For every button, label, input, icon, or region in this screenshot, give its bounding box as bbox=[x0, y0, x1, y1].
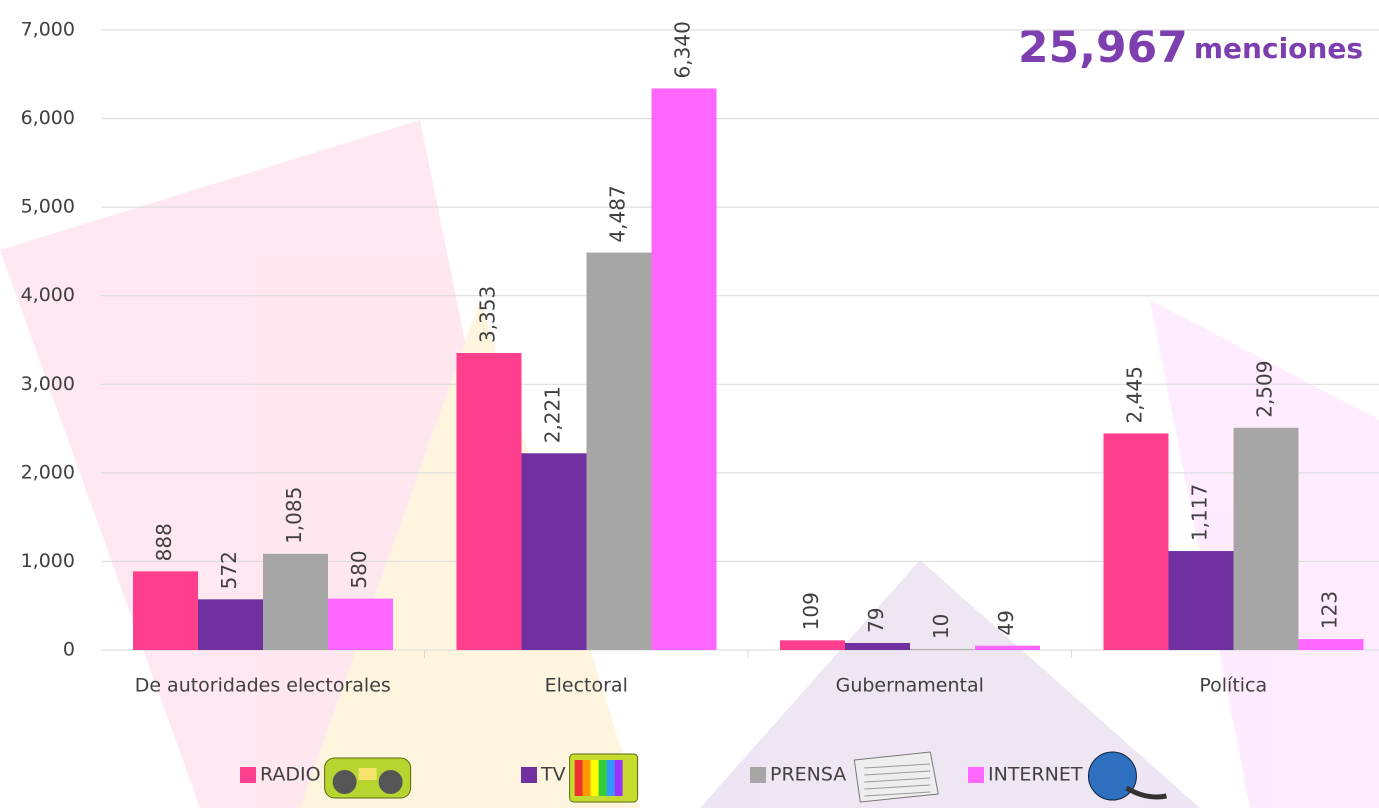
value-label: 580 bbox=[347, 550, 371, 588]
icon-part bbox=[864, 763, 931, 769]
bar bbox=[1298, 639, 1364, 650]
legend-icon bbox=[324, 757, 412, 799]
icon-part bbox=[1087, 751, 1137, 801]
value-label: 2,221 bbox=[541, 386, 565, 443]
x-tick-label: De autoridades electorales bbox=[135, 675, 391, 697]
value-label: 3,353 bbox=[476, 286, 500, 343]
value-label: 123 bbox=[1318, 591, 1342, 629]
value-label: 6,340 bbox=[671, 21, 695, 78]
bar bbox=[845, 643, 910, 650]
legend-swatch bbox=[240, 767, 256, 783]
y-tick-label: 7,000 bbox=[21, 19, 75, 41]
bar bbox=[1168, 551, 1234, 650]
y-tick-label: 3,000 bbox=[21, 373, 75, 395]
legend-icon bbox=[569, 753, 639, 803]
bar bbox=[198, 599, 263, 650]
legend-swatch bbox=[968, 767, 984, 783]
icon-part bbox=[864, 770, 931, 776]
legend-swatch bbox=[521, 767, 537, 783]
x-tick-label: Electoral bbox=[545, 675, 628, 697]
legend-label: PRENSA bbox=[770, 764, 846, 786]
legend-label: INTERNET bbox=[988, 764, 1083, 786]
icon-part bbox=[332, 770, 357, 794]
x-tick-label: Gubernamental bbox=[836, 675, 984, 697]
legend-label: RADIO bbox=[260, 764, 321, 786]
y-tick-label: 5,000 bbox=[21, 196, 75, 218]
bar bbox=[586, 252, 652, 650]
icon-part bbox=[614, 760, 623, 796]
icon-part bbox=[606, 760, 615, 796]
bar bbox=[263, 553, 328, 650]
value-label: 2,509 bbox=[1253, 361, 1277, 418]
value-label: 1,117 bbox=[1188, 484, 1212, 541]
icon-part bbox=[598, 760, 607, 796]
bar bbox=[1103, 433, 1169, 650]
bar bbox=[910, 649, 975, 650]
y-tick-label: 2,000 bbox=[21, 461, 75, 483]
value-label: 1,085 bbox=[282, 487, 306, 544]
y-tick-label: 0 bbox=[63, 639, 75, 661]
bar bbox=[975, 645, 1040, 650]
value-label: 888 bbox=[152, 523, 176, 561]
bar bbox=[521, 453, 587, 650]
icon-part bbox=[864, 784, 931, 790]
value-label: 79 bbox=[864, 608, 888, 633]
legend-label: TV bbox=[540, 764, 566, 786]
icon-part bbox=[864, 777, 931, 783]
bar bbox=[780, 640, 845, 650]
annotation-unit: menciones bbox=[1194, 32, 1363, 65]
x-tick-label: Política bbox=[1199, 675, 1267, 697]
bar bbox=[133, 571, 198, 650]
bar bbox=[328, 598, 393, 650]
value-label: 4,487 bbox=[606, 185, 630, 242]
legend-icon bbox=[853, 751, 939, 803]
value-label: 49 bbox=[994, 610, 1018, 635]
legend-icon bbox=[1087, 751, 1167, 801]
value-label: 572 bbox=[217, 551, 241, 589]
y-tick-label: 6,000 bbox=[21, 107, 75, 129]
icon-part bbox=[864, 791, 931, 797]
bar bbox=[651, 88, 717, 650]
icon-part bbox=[590, 760, 599, 796]
icon-part bbox=[378, 770, 403, 794]
y-tick-label: 1,000 bbox=[21, 550, 75, 572]
icon-part bbox=[574, 760, 583, 796]
value-label: 109 bbox=[799, 592, 823, 630]
value-label: 10 bbox=[929, 614, 953, 639]
icon-part bbox=[582, 760, 591, 796]
bar bbox=[1233, 427, 1299, 650]
icon-part bbox=[1125, 785, 1167, 800]
legend-swatch bbox=[750, 767, 766, 783]
y-tick-label: 4,000 bbox=[21, 284, 75, 306]
bar bbox=[456, 353, 522, 650]
icon-part bbox=[358, 768, 377, 780]
value-label: 2,445 bbox=[1123, 366, 1147, 423]
